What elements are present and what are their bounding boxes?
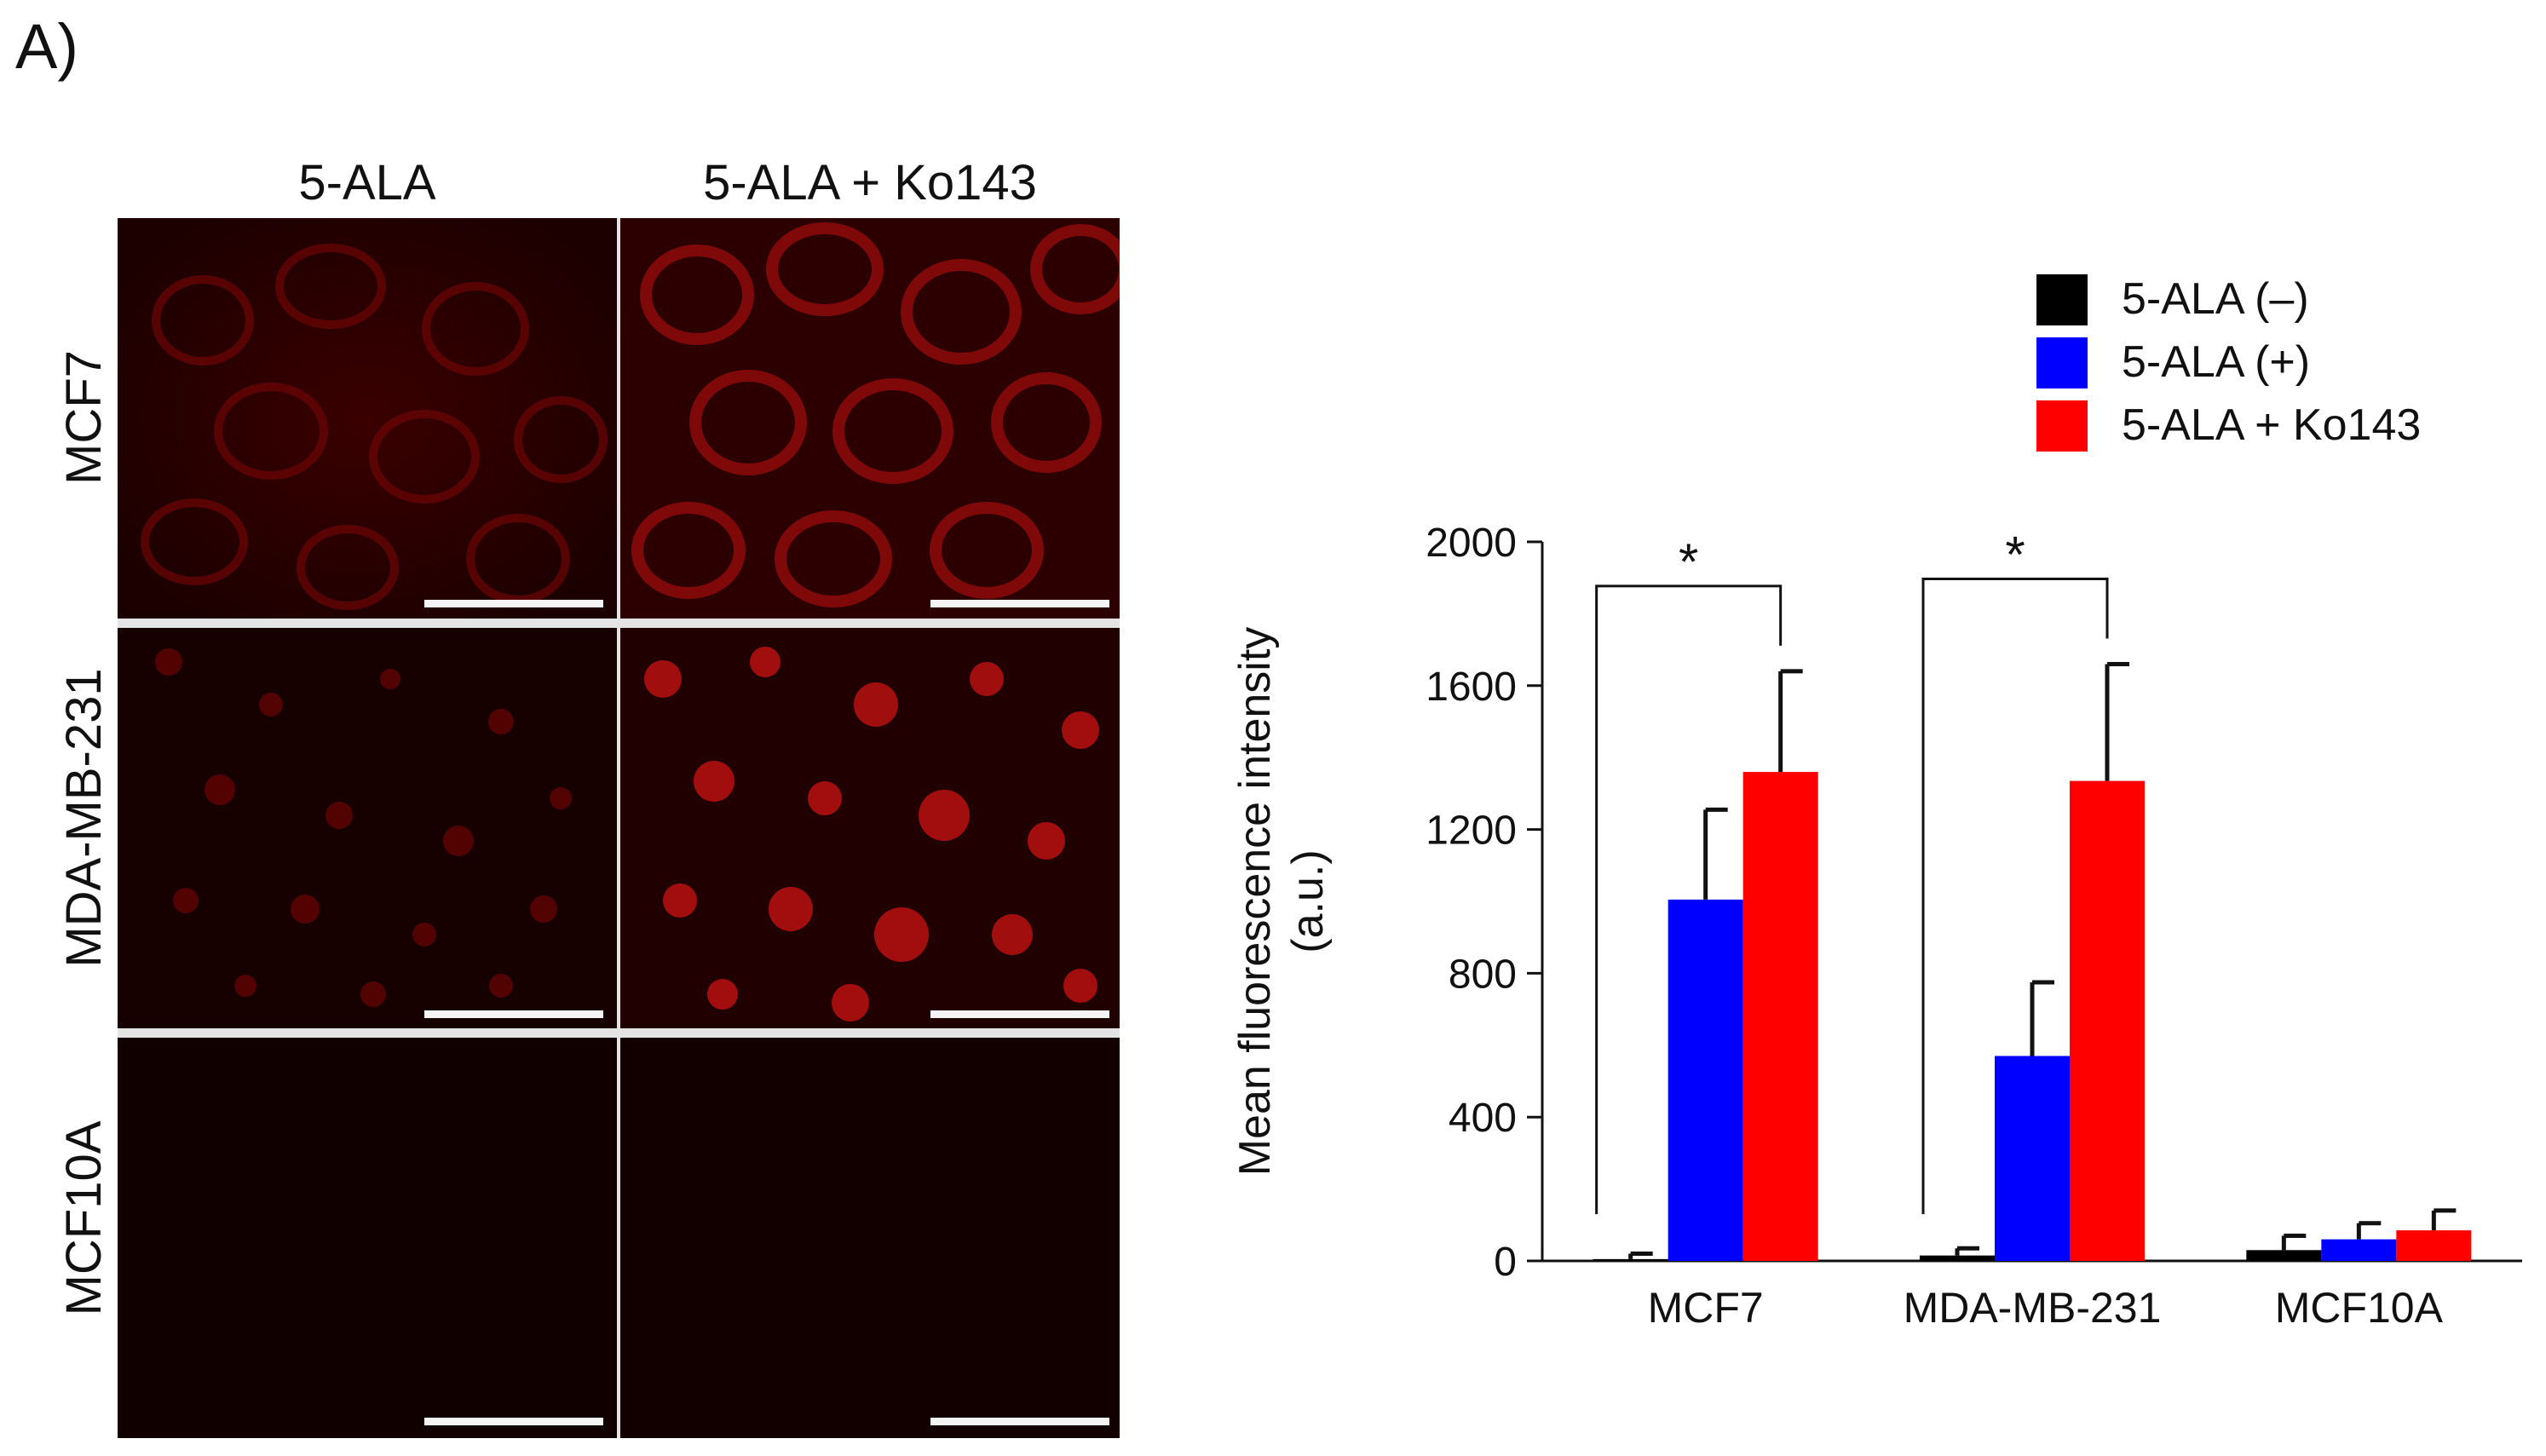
- y-tick-label: 400: [1449, 1096, 1517, 1141]
- scale-bar: [930, 600, 1109, 607]
- scale-bar: [930, 1418, 1109, 1425]
- y-tick-label: 800: [1449, 952, 1517, 997]
- x-tick-label: MDA-MB-231: [1904, 1284, 2162, 1332]
- micrograph-mcf10a-5-ala: [118, 1038, 617, 1438]
- y-tick-label: 1600: [1426, 665, 1517, 710]
- micrograph-grid: [118, 218, 1120, 1438]
- y-tick-label: 1200: [1426, 809, 1517, 854]
- legend-swatch: [2036, 400, 2088, 452]
- bar: [2070, 780, 2145, 1261]
- legend-label: 5-ALA + Ko143: [2122, 400, 2421, 450]
- significance-star: *: [2005, 526, 2025, 583]
- legend-label: 5-ALA (–): [2122, 274, 2309, 324]
- micrograph-mda-mb-231-5-ala: [118, 628, 617, 1028]
- bar: [1593, 1258, 1668, 1261]
- bar-chart: 5-ALA (–) 5-ALA (+) 5-ALA + Ko143 0 400 800 1…: [1230, 274, 2522, 1332]
- significance-annotations: * *: [1595, 526, 2109, 1215]
- y-axis-unit-label: (a.u.): [1283, 849, 1333, 952]
- micrograph-mcf7-5-ala-ko143: [620, 218, 1120, 619]
- column-label-5-ala-ko143: 5-ALA + Ko143: [703, 155, 1037, 210]
- y-tick-label: 2000: [1426, 521, 1517, 566]
- legend-swatch: [2036, 274, 2088, 325]
- scale-bar: [424, 1010, 603, 1018]
- bar: [2396, 1230, 2472, 1261]
- scale-bar: [424, 600, 603, 607]
- legend: 5-ALA (–) 5-ALA (+) 5-ALA + Ko143: [2036, 274, 2421, 452]
- scale-bar: [424, 1418, 603, 1425]
- scale-bar: [930, 1010, 1109, 1018]
- x-tick-label: MCF7: [1648, 1284, 1764, 1332]
- row-label-mcf7: MCF7: [56, 350, 112, 485]
- row-label-mda-mb-231: MDA-MB-231: [56, 668, 112, 968]
- micrograph-mcf10a-5-ala-ko143: [620, 1038, 1120, 1438]
- micrograph-mcf7-5-ala: [118, 218, 617, 619]
- y-tick-label: 0: [1494, 1240, 1517, 1285]
- bar: [1995, 1056, 2070, 1261]
- bar: [2246, 1250, 2322, 1261]
- significance-bracket: [1921, 577, 2109, 1215]
- panel-label: A): [15, 11, 78, 82]
- significance-star: *: [1679, 533, 1698, 590]
- micrograph-mda-mb-231-5-ala-ko143: [620, 628, 1120, 1028]
- axes: 0 400 800 1200 1600 2000 Mean fluorescence int…: [1230, 521, 2522, 1332]
- row-label-mcf10a: MCF10A: [56, 1120, 112, 1316]
- x-tick-label: MCF10A: [2275, 1284, 2444, 1332]
- bars: [1593, 661, 2472, 1261]
- bar: [1668, 899, 1743, 1261]
- bar: [1742, 772, 1818, 1261]
- significance-bracket: [1595, 584, 1783, 1215]
- bar: [2321, 1239, 2397, 1261]
- y-axis-label: Mean fluorescence intensity: [1230, 627, 1280, 1177]
- legend-label: 5-ALA (+): [2122, 337, 2310, 387]
- column-label-5-ala: 5-ALA: [298, 155, 436, 210]
- legend-swatch: [2036, 337, 2088, 388]
- bar: [1920, 1255, 1995, 1261]
